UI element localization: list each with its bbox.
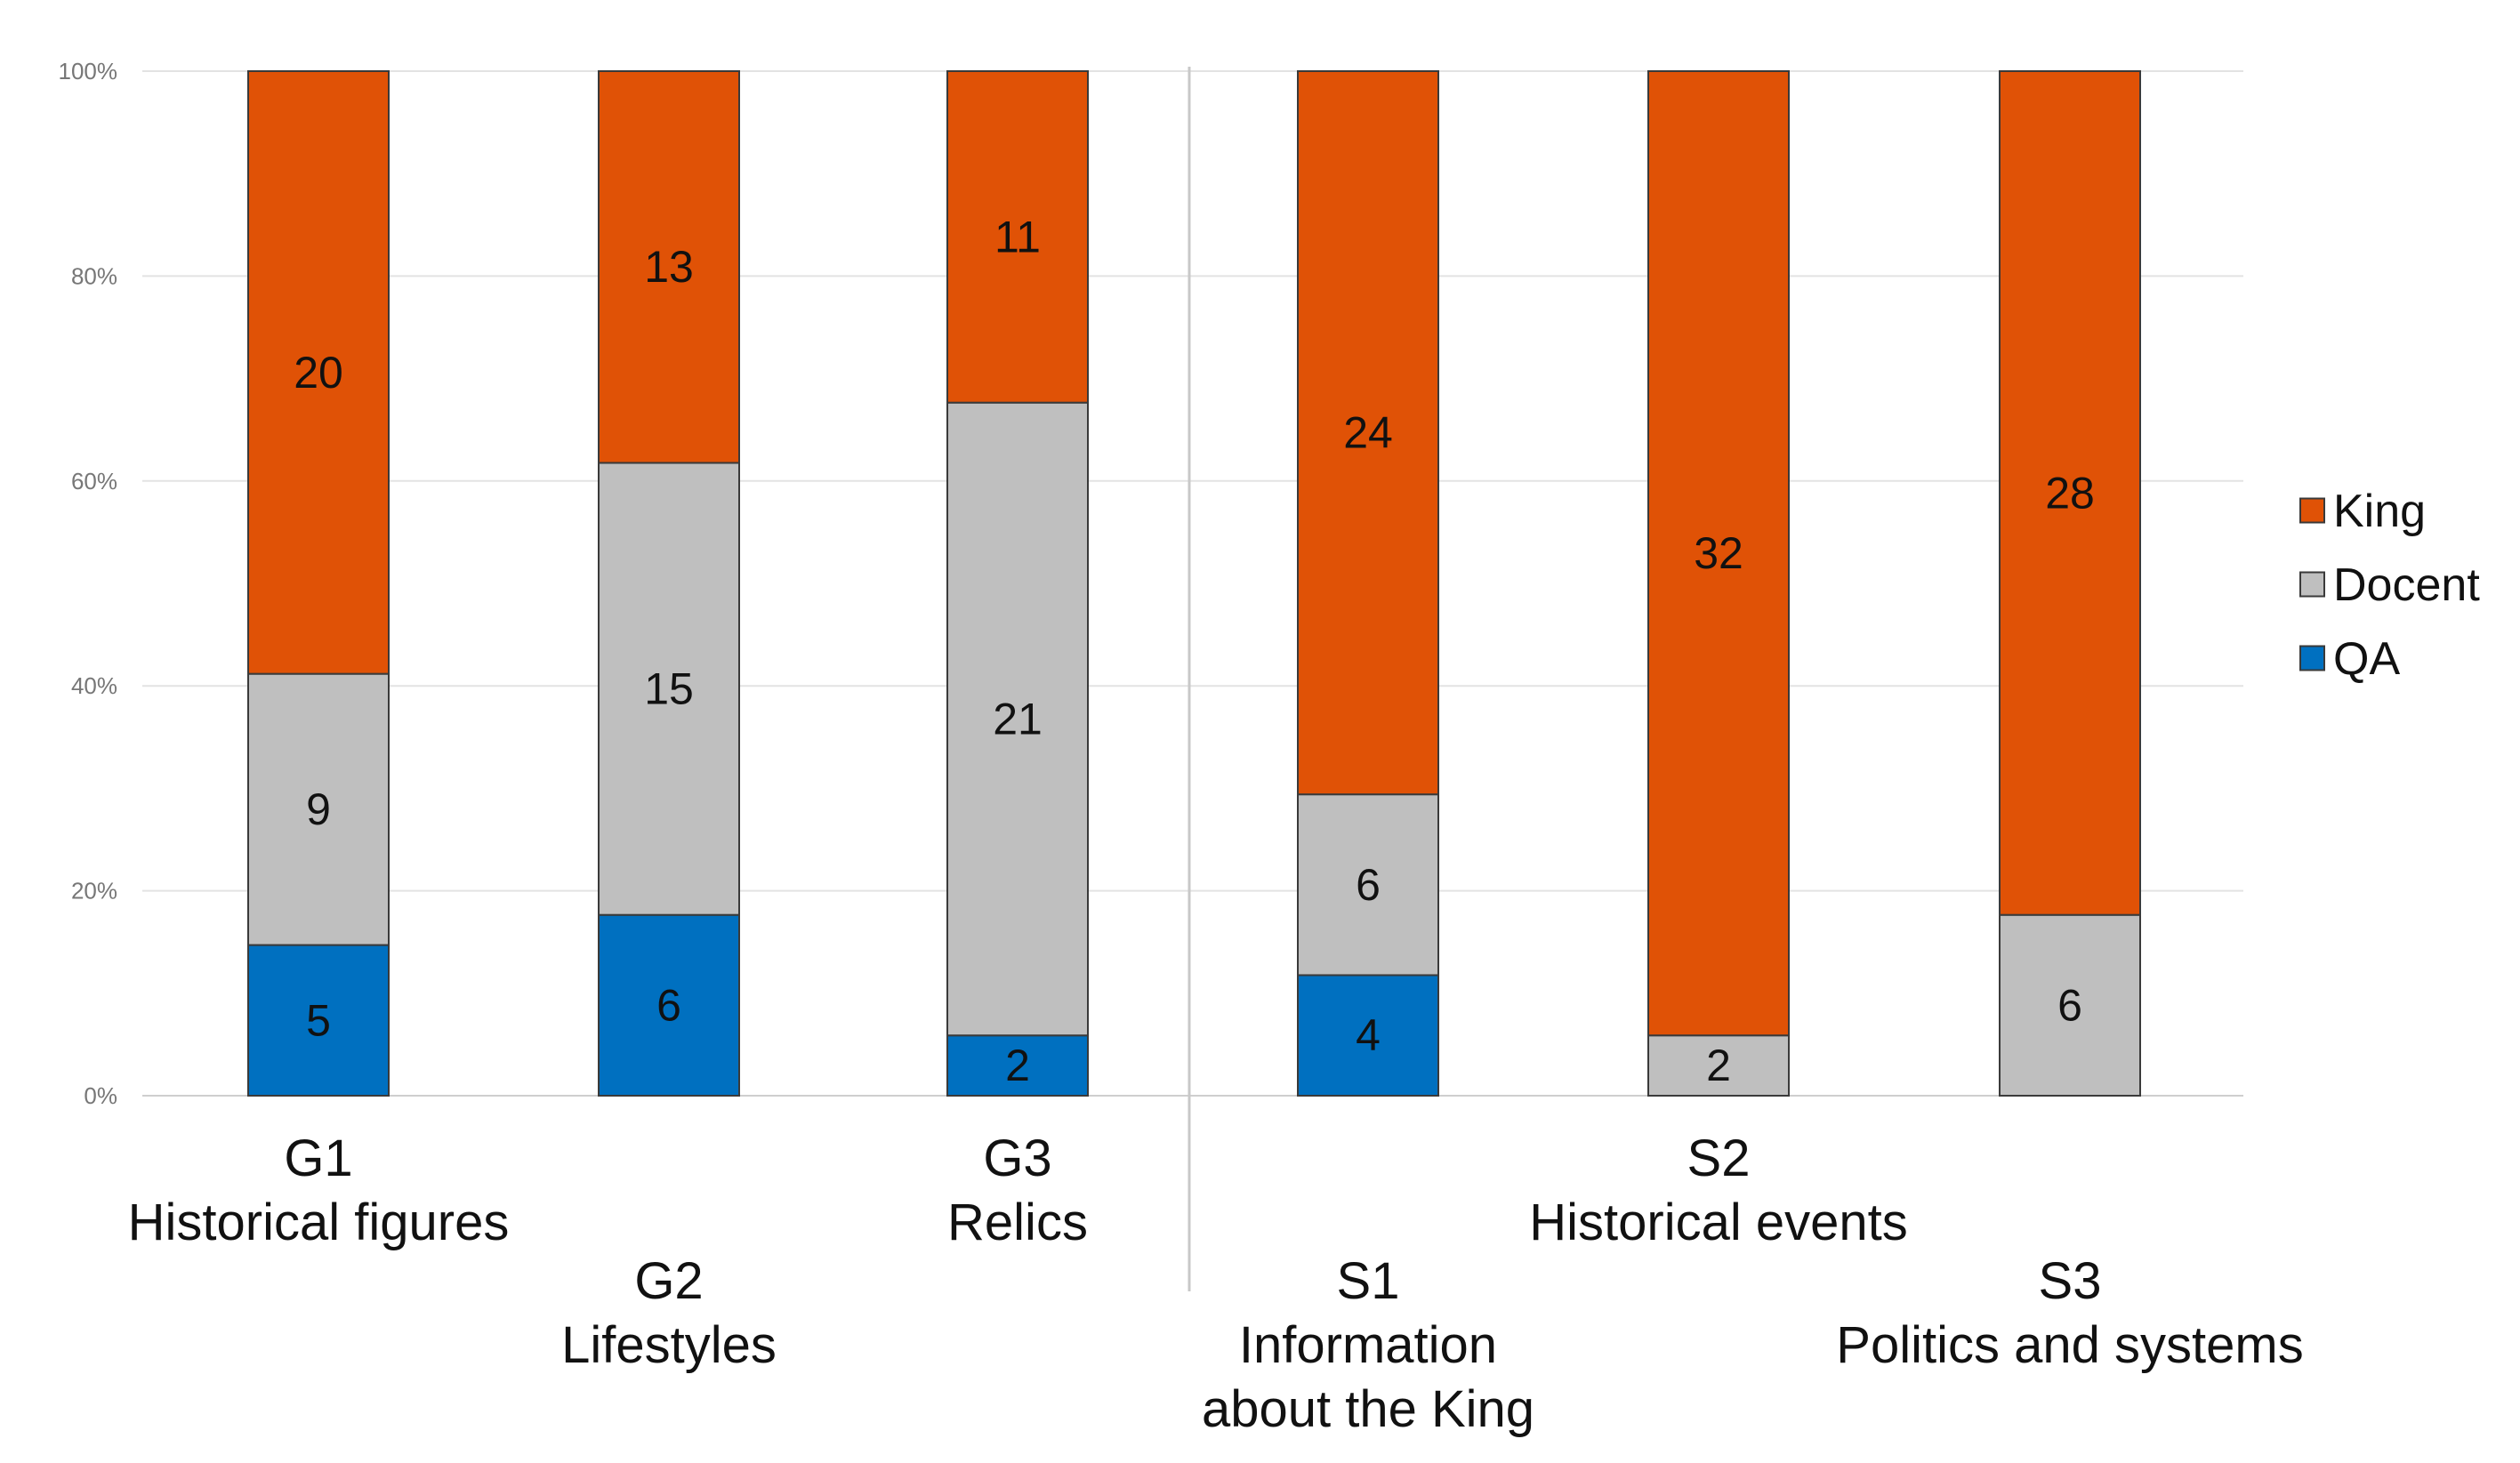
legend-swatch-qa — [2299, 645, 2325, 671]
bar-segment-qa-g2 — [598, 913, 740, 1097]
category-code-label: G2 — [634, 1252, 703, 1310]
bar-segment-docent-s3 — [1999, 913, 2141, 1097]
bar-value-label: 32 — [1694, 528, 1743, 578]
bar-segment-king-s2 — [1647, 70, 1790, 1037]
legend-swatch-docent — [2299, 571, 2325, 598]
bar-segment-king-s1 — [1297, 70, 1439, 796]
category-code-label: S1 — [1337, 1252, 1400, 1310]
bar-value-label: 24 — [1343, 408, 1393, 458]
category-code-label: S2 — [1687, 1129, 1751, 1187]
bar-value-label: 20 — [294, 348, 343, 398]
legend-label-docent: Docent — [2333, 559, 2480, 611]
bar-value-label: 6 — [2057, 980, 2082, 1030]
y-tick-label: 60% — [71, 468, 117, 494]
y-tick-label: 80% — [71, 262, 117, 289]
bar-value-label: 6 — [1356, 860, 1381, 910]
bar-segment-docent-g1 — [247, 672, 390, 946]
legend: King Docent QA — [2299, 486, 2480, 685]
category-code-label: G3 — [983, 1129, 1051, 1187]
bar-segment-king-g3 — [946, 70, 1089, 404]
category-code-label: S3 — [2039, 1252, 2102, 1310]
bar-segment-docent-g3 — [946, 401, 1089, 1037]
category-name-label: Relics — [947, 1194, 1088, 1251]
bar-value-label: 4 — [1356, 1010, 1381, 1060]
bar-value-label: 9 — [306, 784, 331, 834]
bar-segment-king-g2 — [598, 70, 740, 464]
category-name-label: about the King — [1202, 1380, 1534, 1438]
bars — [247, 70, 2141, 1097]
legend-label-qa: QA — [2333, 633, 2400, 685]
y-axis-ticks: 0% 20% 40% 60% 80% 100% — [59, 58, 118, 1109]
x-axis-categories: G1 Historical figures G2 Lifestyles G3 Relics… — [128, 1129, 2304, 1438]
bar-value-label: 2 — [1706, 1041, 1731, 1090]
bar-segment-docent-g2 — [598, 462, 740, 916]
y-tick-label: 100% — [59, 58, 118, 84]
category-name-label: Historical events — [1529, 1194, 1907, 1251]
bar-segment-qa-g1 — [247, 944, 390, 1097]
gridlines — [142, 70, 2243, 1097]
bar-value-label: 5 — [306, 995, 331, 1045]
category-name-label: Historical figures — [128, 1194, 510, 1251]
y-tick-label: 0% — [84, 1082, 117, 1109]
bar-segment-docent-s1 — [1297, 793, 1439, 977]
bar-segment-qa-g3 — [946, 1034, 1089, 1097]
bar-value-label: 13 — [644, 242, 694, 292]
bar-value-label: 11 — [994, 212, 1041, 261]
bar-segment-king-s3 — [1999, 70, 2141, 916]
y-tick-label: 40% — [71, 672, 117, 699]
legend-label-king: King — [2333, 486, 2426, 537]
category-name-label: Lifestyles — [561, 1316, 777, 1374]
category-code-label: G1 — [284, 1129, 352, 1187]
category-name-label: Politics and systems — [1836, 1316, 2303, 1374]
y-tick-label: 20% — [71, 878, 117, 904]
bar-value-label: 6 — [656, 980, 681, 1030]
bar-value-label: 15 — [644, 664, 694, 714]
bar-value-label: 21 — [993, 694, 1043, 744]
bar-segment-qa-s1 — [1297, 974, 1439, 1097]
category-name-label: Information — [1239, 1316, 1497, 1374]
bar-segment-docent-s2 — [1647, 1034, 1790, 1097]
legend-swatch-king — [2299, 497, 2325, 524]
bar-segment-king-g1 — [247, 70, 390, 675]
bar-value-label: 28 — [2045, 468, 2095, 518]
bar-value-label: 2 — [1005, 1041, 1030, 1090]
